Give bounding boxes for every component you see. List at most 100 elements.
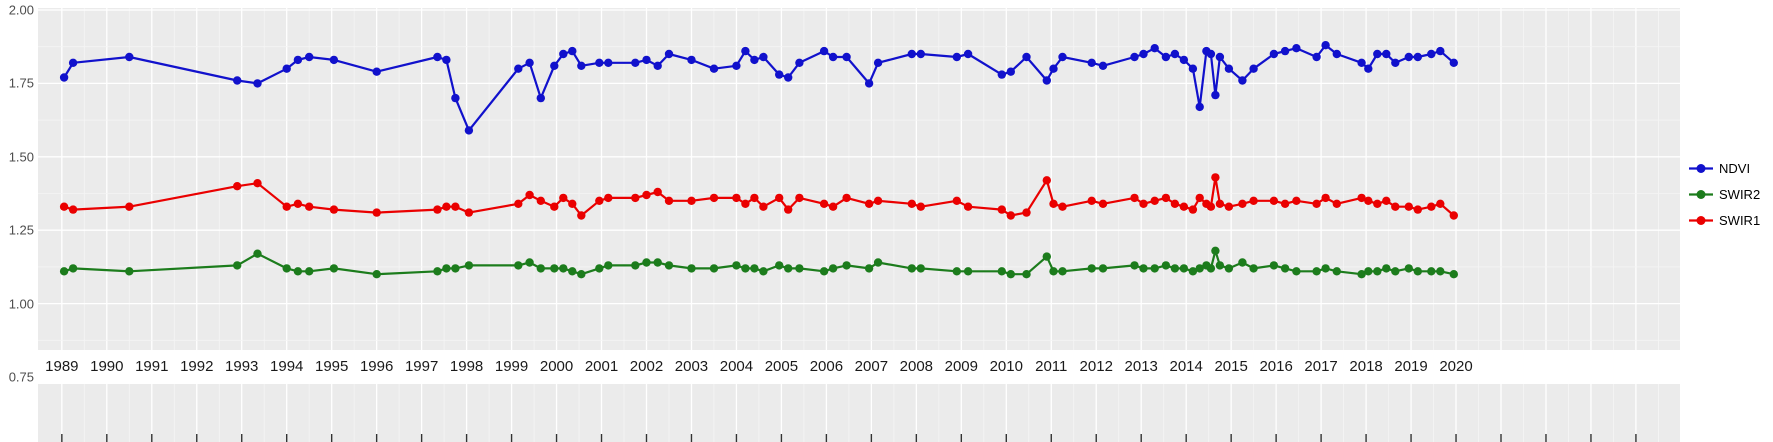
- data-point-ndvi: [305, 52, 314, 62]
- x-tick-label: 2001: [584, 358, 619, 375]
- data-point-ndvi: [997, 70, 1006, 79]
- data-point-swir2: [664, 261, 674, 270]
- data-point-swir2: [305, 267, 314, 276]
- data-point-ndvi: [514, 64, 523, 73]
- data-point-ndvi: [1139, 49, 1148, 59]
- data-point-swir2: [1249, 264, 1258, 273]
- data-point-ndvi: [253, 79, 262, 88]
- data-point-swir1: [1042, 176, 1051, 185]
- data-point-swir2: [828, 264, 838, 273]
- data-point-swir2: [1312, 267, 1321, 276]
- data-point-ndvi: [550, 61, 559, 70]
- data-point-swir2: [952, 267, 961, 276]
- data-point-swir2: [1058, 267, 1067, 276]
- data-point-swir2: [1357, 270, 1366, 279]
- data-point-swir2: [464, 261, 474, 270]
- data-point-swir1: [873, 196, 883, 205]
- data-point-ndvi: [1206, 49, 1216, 59]
- data-point-swir1: [372, 208, 381, 217]
- data-point-swir2: [759, 267, 768, 276]
- data-point-swir2: [568, 267, 577, 276]
- lower-panel-strip: [38, 384, 1680, 442]
- y-tick-label: 1.50: [8, 149, 34, 165]
- data-point-swir1: [916, 202, 925, 211]
- data-point-swir1: [1280, 199, 1290, 208]
- data-point-ndvi: [907, 49, 916, 59]
- data-point-swir2: [550, 264, 559, 273]
- data-point-swir2: [1280, 264, 1290, 273]
- data-point-ndvi: [464, 126, 474, 135]
- data-point-ndvi: [750, 55, 759, 65]
- legend-item-swir2: SWIR2: [1688, 186, 1760, 203]
- data-point-ndvi: [741, 46, 750, 56]
- data-point-swir2: [1238, 258, 1247, 267]
- data-point-ndvi: [819, 46, 829, 56]
- data-point-swir1: [1195, 193, 1204, 203]
- data-point-swir2: [709, 264, 719, 273]
- data-point-ndvi: [1224, 64, 1234, 73]
- data-point-swir1: [1211, 173, 1220, 182]
- data-point-swir2: [1224, 264, 1234, 273]
- data-point-swir1: [709, 193, 719, 203]
- data-point-swir1: [1170, 199, 1180, 208]
- data-point-swir2: [559, 264, 568, 273]
- data-point-swir2: [907, 264, 916, 273]
- data-point-swir1: [1215, 199, 1225, 208]
- data-point-swir1: [233, 182, 242, 191]
- data-point-swir1: [1357, 193, 1366, 203]
- x-tick-label: 2000: [539, 358, 574, 375]
- legend: NDVI SWIR2 SWIR1: [1688, 160, 1760, 229]
- data-point-ndvi: [329, 55, 339, 65]
- data-point-swir1: [907, 199, 916, 208]
- data-point-swir1: [595, 196, 604, 205]
- data-point-ndvi: [1292, 44, 1301, 53]
- data-point-swir2: [1215, 261, 1225, 270]
- data-point-swir1: [550, 202, 559, 211]
- data-point-swir1: [559, 193, 568, 203]
- data-point-swir2: [1139, 264, 1148, 273]
- data-point-ndvi: [1215, 52, 1225, 62]
- data-point-swir1: [653, 187, 662, 197]
- data-point-swir2: [1098, 264, 1108, 273]
- data-point-ndvi: [559, 49, 568, 59]
- data-point-ndvi: [442, 55, 451, 65]
- x-tick-label: 2010: [989, 358, 1023, 375]
- data-point-swir2: [775, 261, 784, 270]
- x-tick-label: 2014: [1169, 358, 1203, 375]
- x-tick-label: 2008: [899, 358, 934, 375]
- x-tick-label: 2018: [1349, 358, 1383, 375]
- data-point-swir2: [442, 264, 451, 273]
- data-point-ndvi: [1042, 76, 1051, 85]
- data-point-swir1: [1332, 199, 1342, 208]
- data-point-swir2: [1161, 261, 1171, 270]
- data-point-ndvi: [963, 49, 973, 59]
- data-point-swir1: [1413, 205, 1423, 214]
- data-point-swir1: [963, 202, 973, 211]
- data-point-swir1: [687, 196, 696, 205]
- data-point-ndvi: [68, 58, 78, 67]
- data-point-swir2: [687, 264, 696, 273]
- data-point-swir1: [451, 202, 460, 211]
- x-tick-label: 2017: [1304, 358, 1338, 375]
- data-point-swir1: [1364, 196, 1373, 205]
- y-tick-label: 1.75: [8, 75, 34, 91]
- data-point-swir2: [329, 264, 339, 273]
- data-point-swir1: [1427, 202, 1436, 211]
- data-point-swir2: [433, 267, 442, 276]
- data-point-swir1: [1058, 202, 1067, 211]
- data-point-swir1: [604, 193, 613, 203]
- x-tick-label: 1989: [45, 358, 79, 375]
- y-tick-label: 0.75: [8, 369, 34, 385]
- data-point-swir1: [1022, 208, 1031, 217]
- data-point-ndvi: [536, 93, 545, 103]
- data-point-swir2: [1170, 264, 1180, 273]
- data-point-swir1: [329, 205, 339, 214]
- data-point-swir2: [631, 261, 640, 270]
- data-point-ndvi: [433, 52, 442, 62]
- data-point-ndvi: [1150, 44, 1159, 53]
- data-point-ndvi: [125, 52, 134, 62]
- data-point-ndvi: [1161, 52, 1171, 62]
- data-point-swir1: [732, 193, 741, 203]
- data-point-swir2: [1150, 264, 1159, 273]
- data-point-ndvi: [732, 61, 741, 70]
